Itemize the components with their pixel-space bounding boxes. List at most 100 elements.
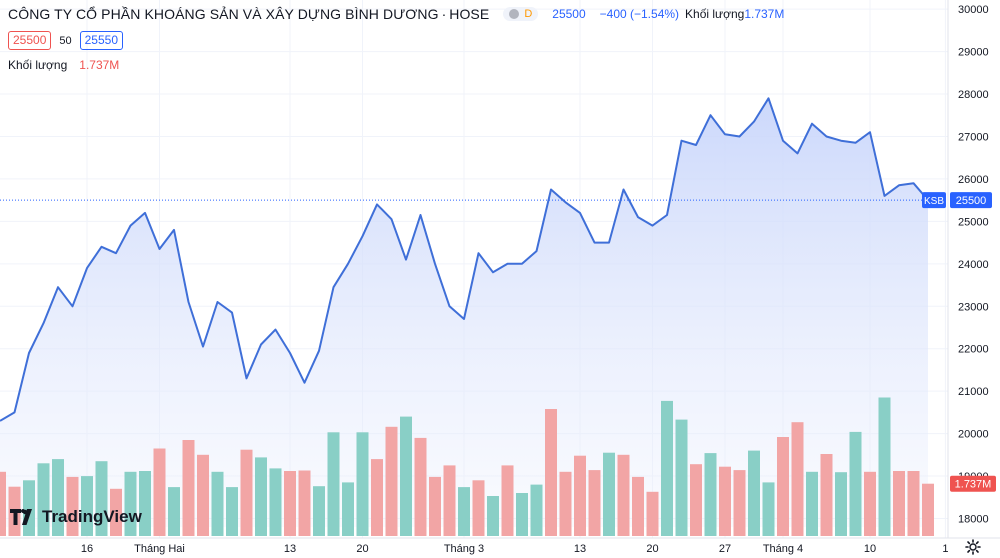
volume-bar <box>849 431 862 536</box>
header-volume-label: Khối lượng <box>685 7 745 21</box>
volume-bar <box>603 452 615 536</box>
volume-bar <box>255 457 267 536</box>
delay-badge[interactable]: D <box>503 7 539 21</box>
settings-gear-icon[interactable] <box>965 539 981 555</box>
volume-bar <box>139 471 151 536</box>
volume-bar <box>893 471 905 536</box>
tradingview-logo[interactable]: TradingView <box>10 507 142 527</box>
volume-bar <box>400 416 412 536</box>
title-separator: · <box>441 6 447 22</box>
price-tick-label: 29000 <box>958 47 989 59</box>
volume-bar <box>52 459 64 536</box>
volume-bar <box>182 440 195 536</box>
price-tick-label: 22000 <box>958 344 989 356</box>
chart-header: CÔNG TY CỔ PHẦN KHOÁNG SẢN VÀ XÂY DỰNG B… <box>8 6 784 22</box>
volume-bar <box>574 455 586 536</box>
symbol-title[interactable]: CÔNG TY CỔ PHẦN KHOÁNG SẢN VÀ XÂY DỰNG B… <box>8 6 439 22</box>
last-price-tag <box>950 192 992 209</box>
sell-price-button[interactable]: 25500 <box>8 31 52 50</box>
time-axis[interactable]: 16 Tháng Hai 13 20 Tháng 3 13 20 27 Tháng 4 10 1 <box>0 537 1000 555</box>
volume-bar <box>284 471 296 536</box>
volume-bar <box>197 454 209 536</box>
volume-bar <box>588 470 601 536</box>
symbol-tag-label: KSB <box>924 196 944 207</box>
price-tick-label: 23000 <box>958 301 989 313</box>
time-tick-label: 10 <box>864 543 876 555</box>
volume-bar <box>443 465 456 536</box>
volume-bar <box>81 476 93 536</box>
bid-ask-row: 25500 50 25550 <box>8 31 123 50</box>
price-area <box>0 98 928 528</box>
tradingview-logo-icon <box>10 509 32 525</box>
price-tick-label: 24000 <box>958 259 989 271</box>
volume-bar <box>864 471 876 536</box>
volume-bar <box>472 480 485 536</box>
volume-legend-value: 1.737M <box>79 58 120 72</box>
volume-bar <box>327 432 340 536</box>
volume-legend[interactable]: Khối lượng 1.737M <box>8 58 119 72</box>
price-tick-label: 21000 <box>958 386 989 398</box>
volume-bar <box>153 448 166 536</box>
volume-bar <box>414 437 427 536</box>
time-tick-label: Tháng 4 <box>763 543 803 555</box>
volume-bar <box>733 470 746 536</box>
volume-bar <box>617 454 630 536</box>
price-tick-label: 30000 <box>958 4 989 16</box>
price-axis[interactable]: 1800019000200002100022000230002400025000… <box>947 0 989 538</box>
volume-bar <box>820 454 833 536</box>
volume-bar <box>110 488 122 536</box>
volume-bar <box>545 409 557 536</box>
last-volume-tag <box>950 475 996 492</box>
price-area-fill <box>0 98 928 528</box>
volume-bar <box>269 468 282 536</box>
axis-tags: KSB 25500 1.737M <box>922 192 996 492</box>
volume-bar <box>226 487 238 536</box>
volume-bar <box>661 400 673 536</box>
volume-bar <box>356 432 369 536</box>
volume-bar <box>501 465 514 536</box>
volume-bar <box>240 449 253 536</box>
volume-bar <box>371 459 383 536</box>
price-tick-label: 25000 <box>958 216 989 228</box>
volume-bar <box>675 419 688 536</box>
time-tick-label: 1 <box>942 543 948 555</box>
volume-bar <box>907 471 920 536</box>
volume-bar <box>719 466 731 536</box>
price-tick-label: 26000 <box>958 174 989 186</box>
volume-bar <box>342 482 354 536</box>
volume-bar <box>95 461 108 536</box>
price-tick-label: 18000 <box>958 514 989 526</box>
volume-bar <box>66 476 79 536</box>
price-tick-label: 28000 <box>958 89 989 101</box>
time-tick-label: 20 <box>356 543 368 555</box>
spread-value: 50 <box>59 34 72 47</box>
volume-bar <box>429 476 441 536</box>
market-status-icon <box>509 9 520 19</box>
volume-bar <box>704 453 717 536</box>
volume-bar <box>211 471 224 536</box>
volume-bar <box>516 493 528 536</box>
volume-bar <box>313 486 325 536</box>
volume-bar <box>385 426 398 536</box>
quote-price: 25500 <box>552 7 586 21</box>
volume-bar <box>835 472 847 536</box>
price-line <box>0 97 929 422</box>
volume-bar <box>458 487 470 536</box>
header-volume-value: 1.737M <box>744 7 785 21</box>
volume-bar <box>922 483 934 536</box>
volume-bar <box>777 437 789 536</box>
delay-badge-label: D <box>524 8 533 20</box>
volume-bar <box>559 471 572 536</box>
volume-bar <box>748 450 760 536</box>
volume-bar <box>690 464 702 536</box>
volume-bar <box>168 487 180 536</box>
volume-bar <box>37 463 50 536</box>
volume-bar <box>791 422 804 536</box>
volume-bar <box>124 471 137 536</box>
volume-bar <box>530 484 543 536</box>
volume-bar <box>487 496 499 536</box>
price-tick-label: 20000 <box>958 429 989 441</box>
buy-price-button[interactable]: 25550 <box>79 31 123 50</box>
time-tick-label: 27 <box>719 543 731 555</box>
